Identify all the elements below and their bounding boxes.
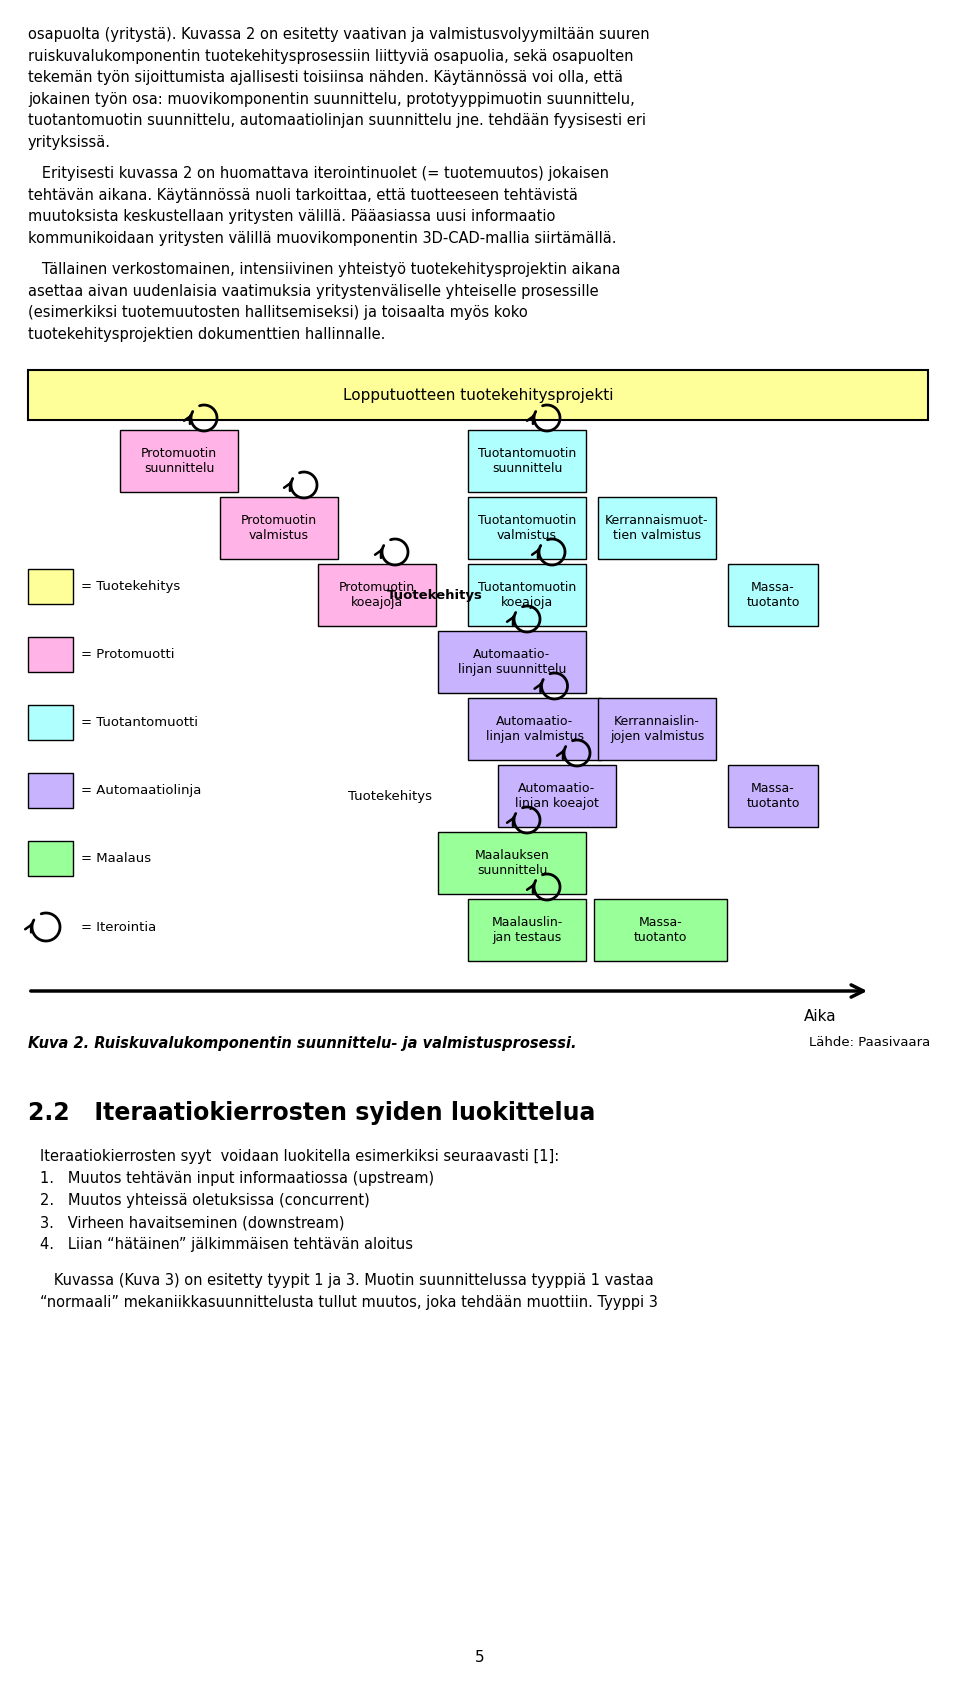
Text: 3.   Virheen havaitseminen (downstream): 3. Virheen havaitseminen (downstream): [40, 1215, 345, 1230]
FancyBboxPatch shape: [438, 832, 586, 895]
Text: kommunikoidaan yritysten välillä muovikomponentin 3D-CAD-mallia siirtämällä.: kommunikoidaan yritysten välillä muoviko…: [28, 231, 616, 246]
Text: = Protomuotti: = Protomuotti: [81, 649, 175, 661]
Text: 5: 5: [475, 1650, 485, 1665]
FancyBboxPatch shape: [468, 430, 586, 492]
Text: Maalauksen
suunnittelu: Maalauksen suunnittelu: [474, 849, 549, 876]
Text: yrityksissä.: yrityksissä.: [28, 135, 111, 150]
Text: 1.   Muutos tehtävän input informaatiossa (upstream): 1. Muutos tehtävän input informaatiossa …: [40, 1171, 434, 1186]
Text: Maalauslin-
jan testaus: Maalauslin- jan testaus: [492, 917, 563, 944]
Text: Massa-
tuotanto: Massa- tuotanto: [746, 581, 800, 608]
FancyBboxPatch shape: [594, 900, 727, 960]
FancyBboxPatch shape: [28, 637, 73, 672]
FancyBboxPatch shape: [318, 564, 436, 627]
Text: Massa-
tuotanto: Massa- tuotanto: [746, 782, 800, 810]
Text: 2.2   Iteraatiokierrosten syiden luokittelua: 2.2 Iteraatiokierrosten syiden luokittel…: [28, 1100, 595, 1126]
FancyBboxPatch shape: [438, 630, 586, 693]
FancyBboxPatch shape: [498, 765, 616, 827]
Text: Tällainen verkostomainen, intensiivinen yhteistyö tuotekehitysprojektin aikana: Tällainen verkostomainen, intensiivinen …: [28, 261, 620, 276]
Text: Automaatio-
linjan suunnittelu: Automaatio- linjan suunnittelu: [458, 649, 566, 676]
FancyBboxPatch shape: [468, 900, 586, 960]
Text: Erityisesti kuvassa 2 on huomattava iterointinuolet (= tuotemuutos) jokaisen: Erityisesti kuvassa 2 on huomattava iter…: [28, 167, 609, 180]
FancyBboxPatch shape: [220, 497, 338, 559]
FancyBboxPatch shape: [728, 564, 818, 627]
FancyBboxPatch shape: [28, 704, 73, 740]
Text: Automaatio-
linjan koeajot: Automaatio- linjan koeajot: [516, 782, 599, 810]
Text: Automaatio-
linjan valmistus: Automaatio- linjan valmistus: [486, 714, 584, 743]
FancyBboxPatch shape: [28, 841, 73, 876]
Text: Kerrannaismuot-
tien valmistus: Kerrannaismuot- tien valmistus: [605, 514, 708, 543]
FancyBboxPatch shape: [728, 765, 818, 827]
FancyBboxPatch shape: [468, 564, 586, 627]
Text: Tuotekehitys: Tuotekehitys: [387, 588, 483, 602]
FancyBboxPatch shape: [468, 497, 586, 559]
Text: 2.   Muutos yhteissä oletuksissa (concurrent): 2. Muutos yhteissä oletuksissa (concurre…: [40, 1193, 370, 1208]
Text: tuotantomuotin suunnittelu, automaatiolinjan suunnittelu jne. tehdään fyysisesti: tuotantomuotin suunnittelu, automaatioli…: [28, 113, 646, 128]
Text: Protomuotin
valmistus: Protomuotin valmistus: [241, 514, 317, 543]
Text: tuotekehitysprojektien dokumenttien hallinnalle.: tuotekehitysprojektien dokumenttien hall…: [28, 327, 385, 342]
Text: Kuva 2. Ruiskuvalukomponentin suunnittelu- ja valmistusprosessi.: Kuva 2. Ruiskuvalukomponentin suunnittel…: [28, 1036, 577, 1051]
Text: (esimerkiksi tuotemuutosten hallitsemiseksi) ja toisaalta myös koko: (esimerkiksi tuotemuutosten hallitsemise…: [28, 305, 528, 320]
Text: = Maalaus: = Maalaus: [81, 853, 151, 864]
FancyBboxPatch shape: [28, 570, 73, 603]
FancyBboxPatch shape: [598, 497, 716, 559]
Text: = Automaatiolinja: = Automaatiolinja: [81, 784, 202, 797]
Text: osapuolta (yritystä). Kuvassa 2 on esitetty vaativan ja valmistusvolyymiltään su: osapuolta (yritystä). Kuvassa 2 on esite…: [28, 27, 650, 42]
FancyBboxPatch shape: [120, 430, 238, 492]
FancyBboxPatch shape: [28, 773, 73, 809]
Text: Tuotekehitys: Tuotekehitys: [348, 790, 432, 802]
Text: = Tuotekehitys: = Tuotekehitys: [81, 580, 180, 593]
Text: tehtävän aikana. Käytännössä nuoli tarkoittaa, että tuotteeseen tehtävistä: tehtävän aikana. Käytännössä nuoli tarko…: [28, 187, 578, 202]
Text: Lopputuotteen tuotekehitysprojekti: Lopputuotteen tuotekehitysprojekti: [343, 388, 613, 403]
Text: Protomuotin
suunnittelu: Protomuotin suunnittelu: [141, 447, 217, 475]
FancyBboxPatch shape: [468, 698, 601, 760]
Text: ruiskuvalukomponentin tuotekehitysprosessiin liittyviä osapuolia, sekä osapuolte: ruiskuvalukomponentin tuotekehitysproses…: [28, 49, 634, 64]
FancyBboxPatch shape: [28, 371, 928, 420]
Text: Iteraatiokierrosten syyt  voidaan luokitella esimerkiksi seuraavasti [1]:: Iteraatiokierrosten syyt voidaan luokite…: [40, 1149, 560, 1164]
Text: tekemän työn sijoittumista ajallisesti toisiinsa nähden. Käytännössä voi olla, e: tekemän työn sijoittumista ajallisesti t…: [28, 71, 623, 84]
FancyBboxPatch shape: [598, 698, 716, 760]
Text: Aika: Aika: [804, 1009, 836, 1024]
Text: muutoksista keskustellaan yritysten välillä. Pääasiassa uusi informaatio: muutoksista keskustellaan yritysten väli…: [28, 209, 556, 224]
Text: 4.   Liian “hätäinen” jälkimmäisen tehtävän aloitus: 4. Liian “hätäinen” jälkimmäisen tehtävä…: [40, 1237, 413, 1252]
Text: Kuvassa (Kuva 3) on esitetty tyypit 1 ja 3. Muotin suunnittelussa tyyppiä 1 vast: Kuvassa (Kuva 3) on esitetty tyypit 1 ja…: [40, 1272, 654, 1287]
Text: “normaali” mekaniikkasuunnittelusta tullut muutos, joka tehdään muottiin. Tyyppi: “normaali” mekaniikkasuunnittelusta tull…: [40, 1296, 658, 1309]
Text: Kerrannaislin-
jojen valmistus: Kerrannaislin- jojen valmistus: [610, 714, 704, 743]
Text: Massa-
tuotanto: Massa- tuotanto: [634, 917, 687, 944]
Text: Tuotantomuotin
valmistus: Tuotantomuotin valmistus: [478, 514, 576, 543]
Text: Tuotantomuotin
suunnittelu: Tuotantomuotin suunnittelu: [478, 447, 576, 475]
Text: asettaa aivan uudenlaisia vaatimuksia yritystenväliselle yhteiselle prosessille: asettaa aivan uudenlaisia vaatimuksia yr…: [28, 283, 599, 298]
Text: = Iterointia: = Iterointia: [81, 920, 156, 933]
Text: jokainen työn osa: muovikomponentin suunnittelu, prototyyppimuotin suunnittelu,: jokainen työn osa: muovikomponentin suun…: [28, 91, 635, 106]
Text: Protomuotin
koeajoja: Protomuotin koeajoja: [339, 581, 415, 608]
Text: Lähde: Paasivaara: Lähde: Paasivaara: [808, 1036, 930, 1050]
Text: Tuotantomuotin
koeajoja: Tuotantomuotin koeajoja: [478, 581, 576, 608]
Text: = Tuotantomuotti: = Tuotantomuotti: [81, 716, 198, 730]
